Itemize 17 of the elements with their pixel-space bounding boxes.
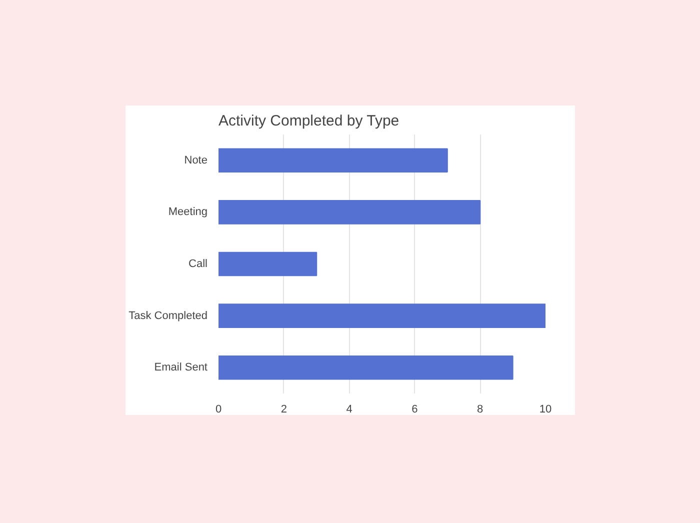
chart-title: Activity Completed by Type — [218, 112, 400, 130]
bar — [218, 355, 514, 380]
x-tick-label: 4 — [346, 404, 352, 416]
bar — [218, 200, 481, 224]
y-tick-label: Note — [184, 154, 208, 166]
bar — [218, 304, 546, 328]
x-tick-label: 0 — [215, 404, 222, 416]
bar — [218, 252, 318, 276]
y-tick-label: Call — [188, 258, 208, 270]
y-tick-label: Meeting — [168, 206, 208, 218]
y-tick-label: Task Completed — [128, 310, 208, 322]
x-tick-label: 10 — [539, 404, 552, 416]
y-tick-label: Email Sent — [154, 362, 208, 374]
x-tick-label: 2 — [280, 404, 287, 416]
x-tick-label: 6 — [412, 404, 418, 416]
x-tick-label: 8 — [477, 404, 484, 416]
bar — [218, 148, 448, 173]
